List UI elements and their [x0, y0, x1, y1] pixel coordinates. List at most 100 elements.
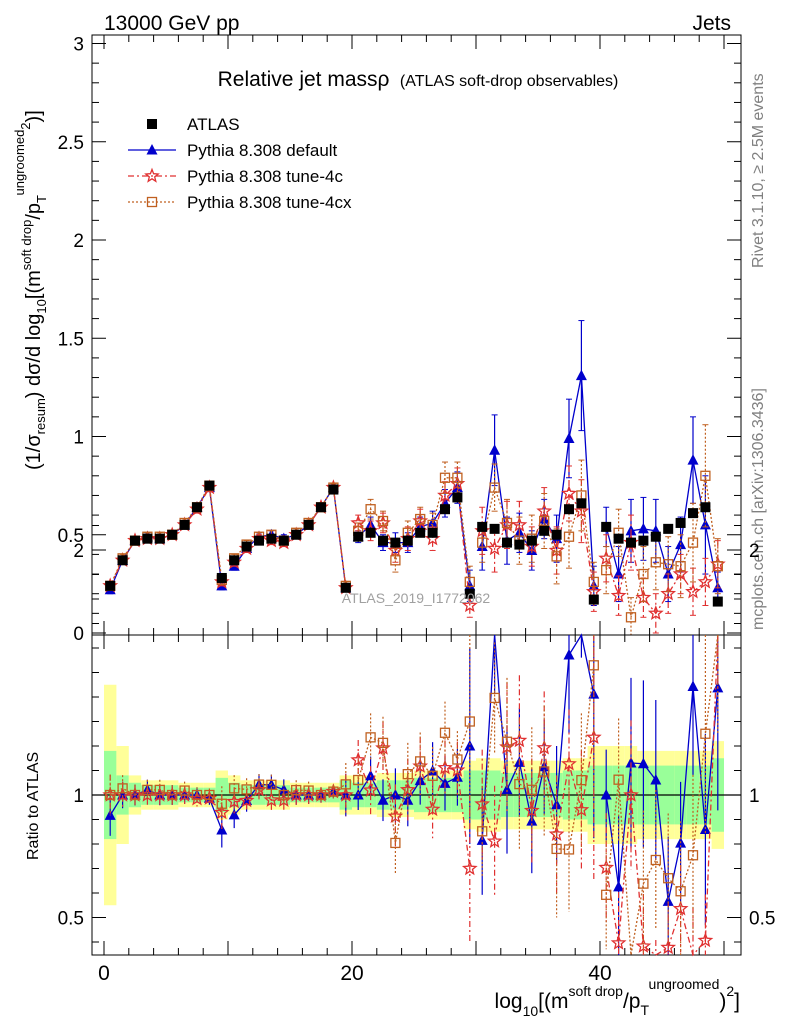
- main-point: [539, 515, 550, 527]
- main-series-line: [233, 485, 347, 588]
- ratio-point: [660, 939, 677, 955]
- data-point: [700, 502, 711, 513]
- main-ytick-label: 2: [73, 231, 84, 252]
- ratio-ytick-label-right: 1: [749, 786, 760, 807]
- xlabel-slash: /p: [623, 990, 641, 1013]
- data-point: [526, 535, 537, 546]
- legend-label: Pythia 8.308 default: [187, 141, 338, 160]
- ratio-point: [427, 770, 438, 781]
- ratio-series-line: [357, 747, 471, 869]
- xlabel-sub10: 10: [523, 1003, 539, 1019]
- ratio-series-line: [109, 787, 223, 805]
- data-point: [464, 588, 475, 599]
- main-series-data: [105, 480, 723, 607]
- xlabel-pre: log: [495, 990, 523, 1013]
- data-point: [489, 523, 500, 534]
- ylabel-slash: /p: [23, 203, 45, 220]
- ratio-point: [315, 789, 327, 801]
- legend-marker: [146, 196, 158, 208]
- ratio-point: [117, 783, 128, 794]
- data-point: [365, 527, 376, 538]
- main-point: [685, 583, 701, 599]
- main-series-line: [605, 459, 719, 588]
- ratio-point: [523, 802, 540, 818]
- ratio-point: [464, 740, 476, 751]
- ratio-point: [291, 784, 302, 796]
- main-panel: 0 0.5 1 1.5 2 2.5 3 ATLAS_2019_I1772062 Relati…: [12, 34, 742, 645]
- ratio-ytick-label-right: 0.5: [749, 909, 775, 930]
- ratio-point: [263, 791, 280, 807]
- ratio-point: [539, 766, 550, 777]
- legend-entry: Pythia 8.308 tune-4cx: [128, 193, 352, 212]
- category-label: Jets: [692, 12, 731, 35]
- ratio-series-line: [357, 721, 471, 844]
- ratio-series-line: [481, 665, 595, 851]
- legend: ATLAS Pythia 8.308 default Pythia 8.308 tu…: [128, 115, 352, 212]
- data-point: [452, 492, 463, 503]
- main-point: [461, 597, 478, 613]
- main-point: [452, 472, 463, 483]
- ratio-point: [501, 783, 513, 795]
- ratio-point: [601, 889, 612, 900]
- data-point: [613, 533, 624, 544]
- main-point: [588, 576, 599, 588]
- data-point: [514, 539, 525, 550]
- data-point: [378, 535, 388, 546]
- main-title: Relative jet massρ (ATLAS soft-drop obse…: [218, 68, 619, 91]
- data-point: [142, 533, 153, 544]
- ratio-point: [350, 751, 367, 767]
- ratio-point: [663, 873, 674, 884]
- main-series-line: [357, 485, 471, 586]
- ratio-point: [598, 859, 615, 875]
- ratio-series-3: [105, 634, 719, 956]
- ylabel-prefix: (1/σ: [23, 434, 45, 470]
- ratio-point: [226, 793, 243, 809]
- data-point: [204, 480, 215, 491]
- ratio-point: [576, 775, 587, 786]
- main-point: [660, 585, 677, 601]
- data-point: [502, 537, 512, 548]
- ratio-point: [253, 779, 265, 790]
- ratio-series-line: [481, 633, 595, 841]
- ratio-point: [216, 798, 227, 809]
- ratio-point: [437, 759, 453, 775]
- main-series-line: [109, 483, 223, 587]
- ratio-point: [551, 843, 562, 855]
- legend-entry: Pythia 8.308 default: [128, 141, 338, 160]
- ratio-point: [241, 784, 252, 795]
- main-point: [697, 573, 714, 589]
- main-point: [675, 561, 686, 572]
- ratio-point: [637, 757, 649, 769]
- ratio-point: [129, 789, 141, 801]
- ratio-point: [625, 757, 637, 768]
- ratio-point: [563, 844, 575, 855]
- data-point: [427, 527, 438, 538]
- main-point: [439, 472, 451, 483]
- main-ytick-label: 2.5: [58, 133, 84, 154]
- ratio-point: [365, 769, 377, 781]
- data-point: [440, 504, 450, 515]
- data-point: [415, 527, 426, 538]
- ratio-point: [278, 789, 289, 801]
- data-point: [564, 504, 574, 515]
- main-point: [437, 487, 453, 503]
- main-point: [712, 561, 723, 572]
- main-series-line: [357, 482, 471, 606]
- main-ytick-label: 0: [73, 624, 84, 645]
- ratio-point: [337, 786, 354, 802]
- legend-entry: ATLAS: [147, 115, 240, 134]
- main-point: [601, 564, 612, 576]
- main-ylabel: (1/σresum) dσ/d log10[(msoft drop/pTungr…: [12, 110, 49, 470]
- ratio-point: [672, 900, 689, 916]
- data-point: [650, 531, 661, 542]
- legend-marker: [144, 167, 160, 183]
- ratio-point: [687, 680, 699, 692]
- xlabel-mid: [(m: [538, 990, 568, 1013]
- ratio-point: [105, 789, 116, 801]
- data-point: [402, 535, 413, 546]
- ratio-point: [365, 732, 376, 743]
- ratio-point: [486, 832, 503, 848]
- main-ytick-label: 1: [73, 428, 84, 449]
- main-title-text: Relative jet massρ: [218, 68, 390, 91]
- ratio-point: [340, 779, 351, 790]
